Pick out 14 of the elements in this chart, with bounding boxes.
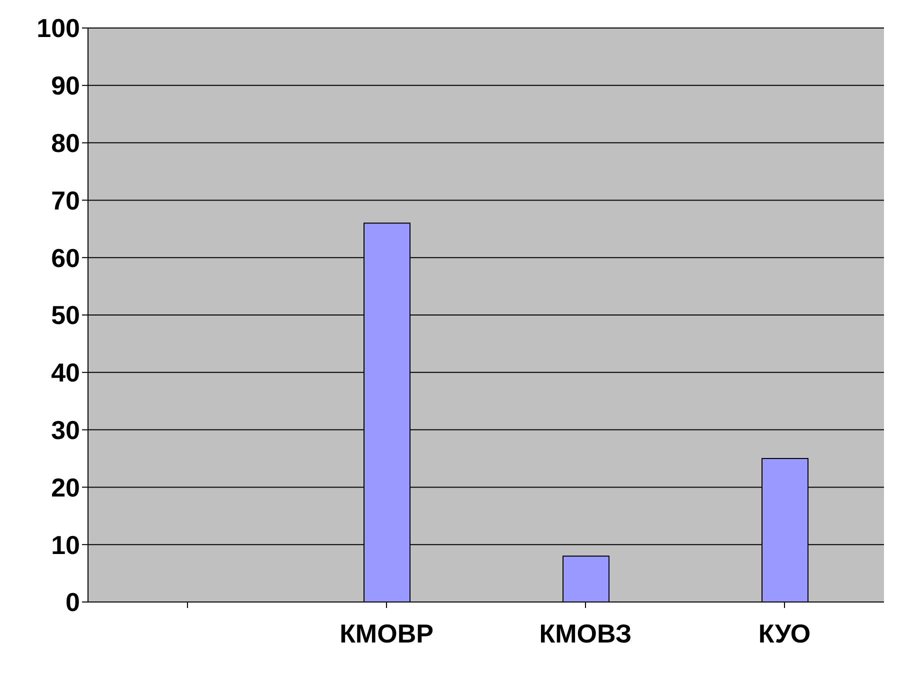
y-tick-label: 80 <box>51 128 80 158</box>
y-tick-label: 0 <box>66 587 80 618</box>
y-tick-label: 60 <box>51 242 80 273</box>
x-tick-label: КУО <box>758 618 811 648</box>
x-tick-label: КМОВР <box>340 618 434 648</box>
x-tick-label: КМОВЗ <box>539 618 632 648</box>
y-tick-label: 40 <box>51 358 80 388</box>
y-tick-label: 30 <box>51 415 80 446</box>
y-tick-label: 70 <box>51 185 80 216</box>
y-tick-label: 50 <box>51 300 80 330</box>
y-tick-label: 90 <box>51 70 80 101</box>
y-tick-label: 10 <box>51 530 80 560</box>
y-tick-label: 100 <box>36 13 80 44</box>
y-tick-label: 20 <box>51 472 80 502</box>
